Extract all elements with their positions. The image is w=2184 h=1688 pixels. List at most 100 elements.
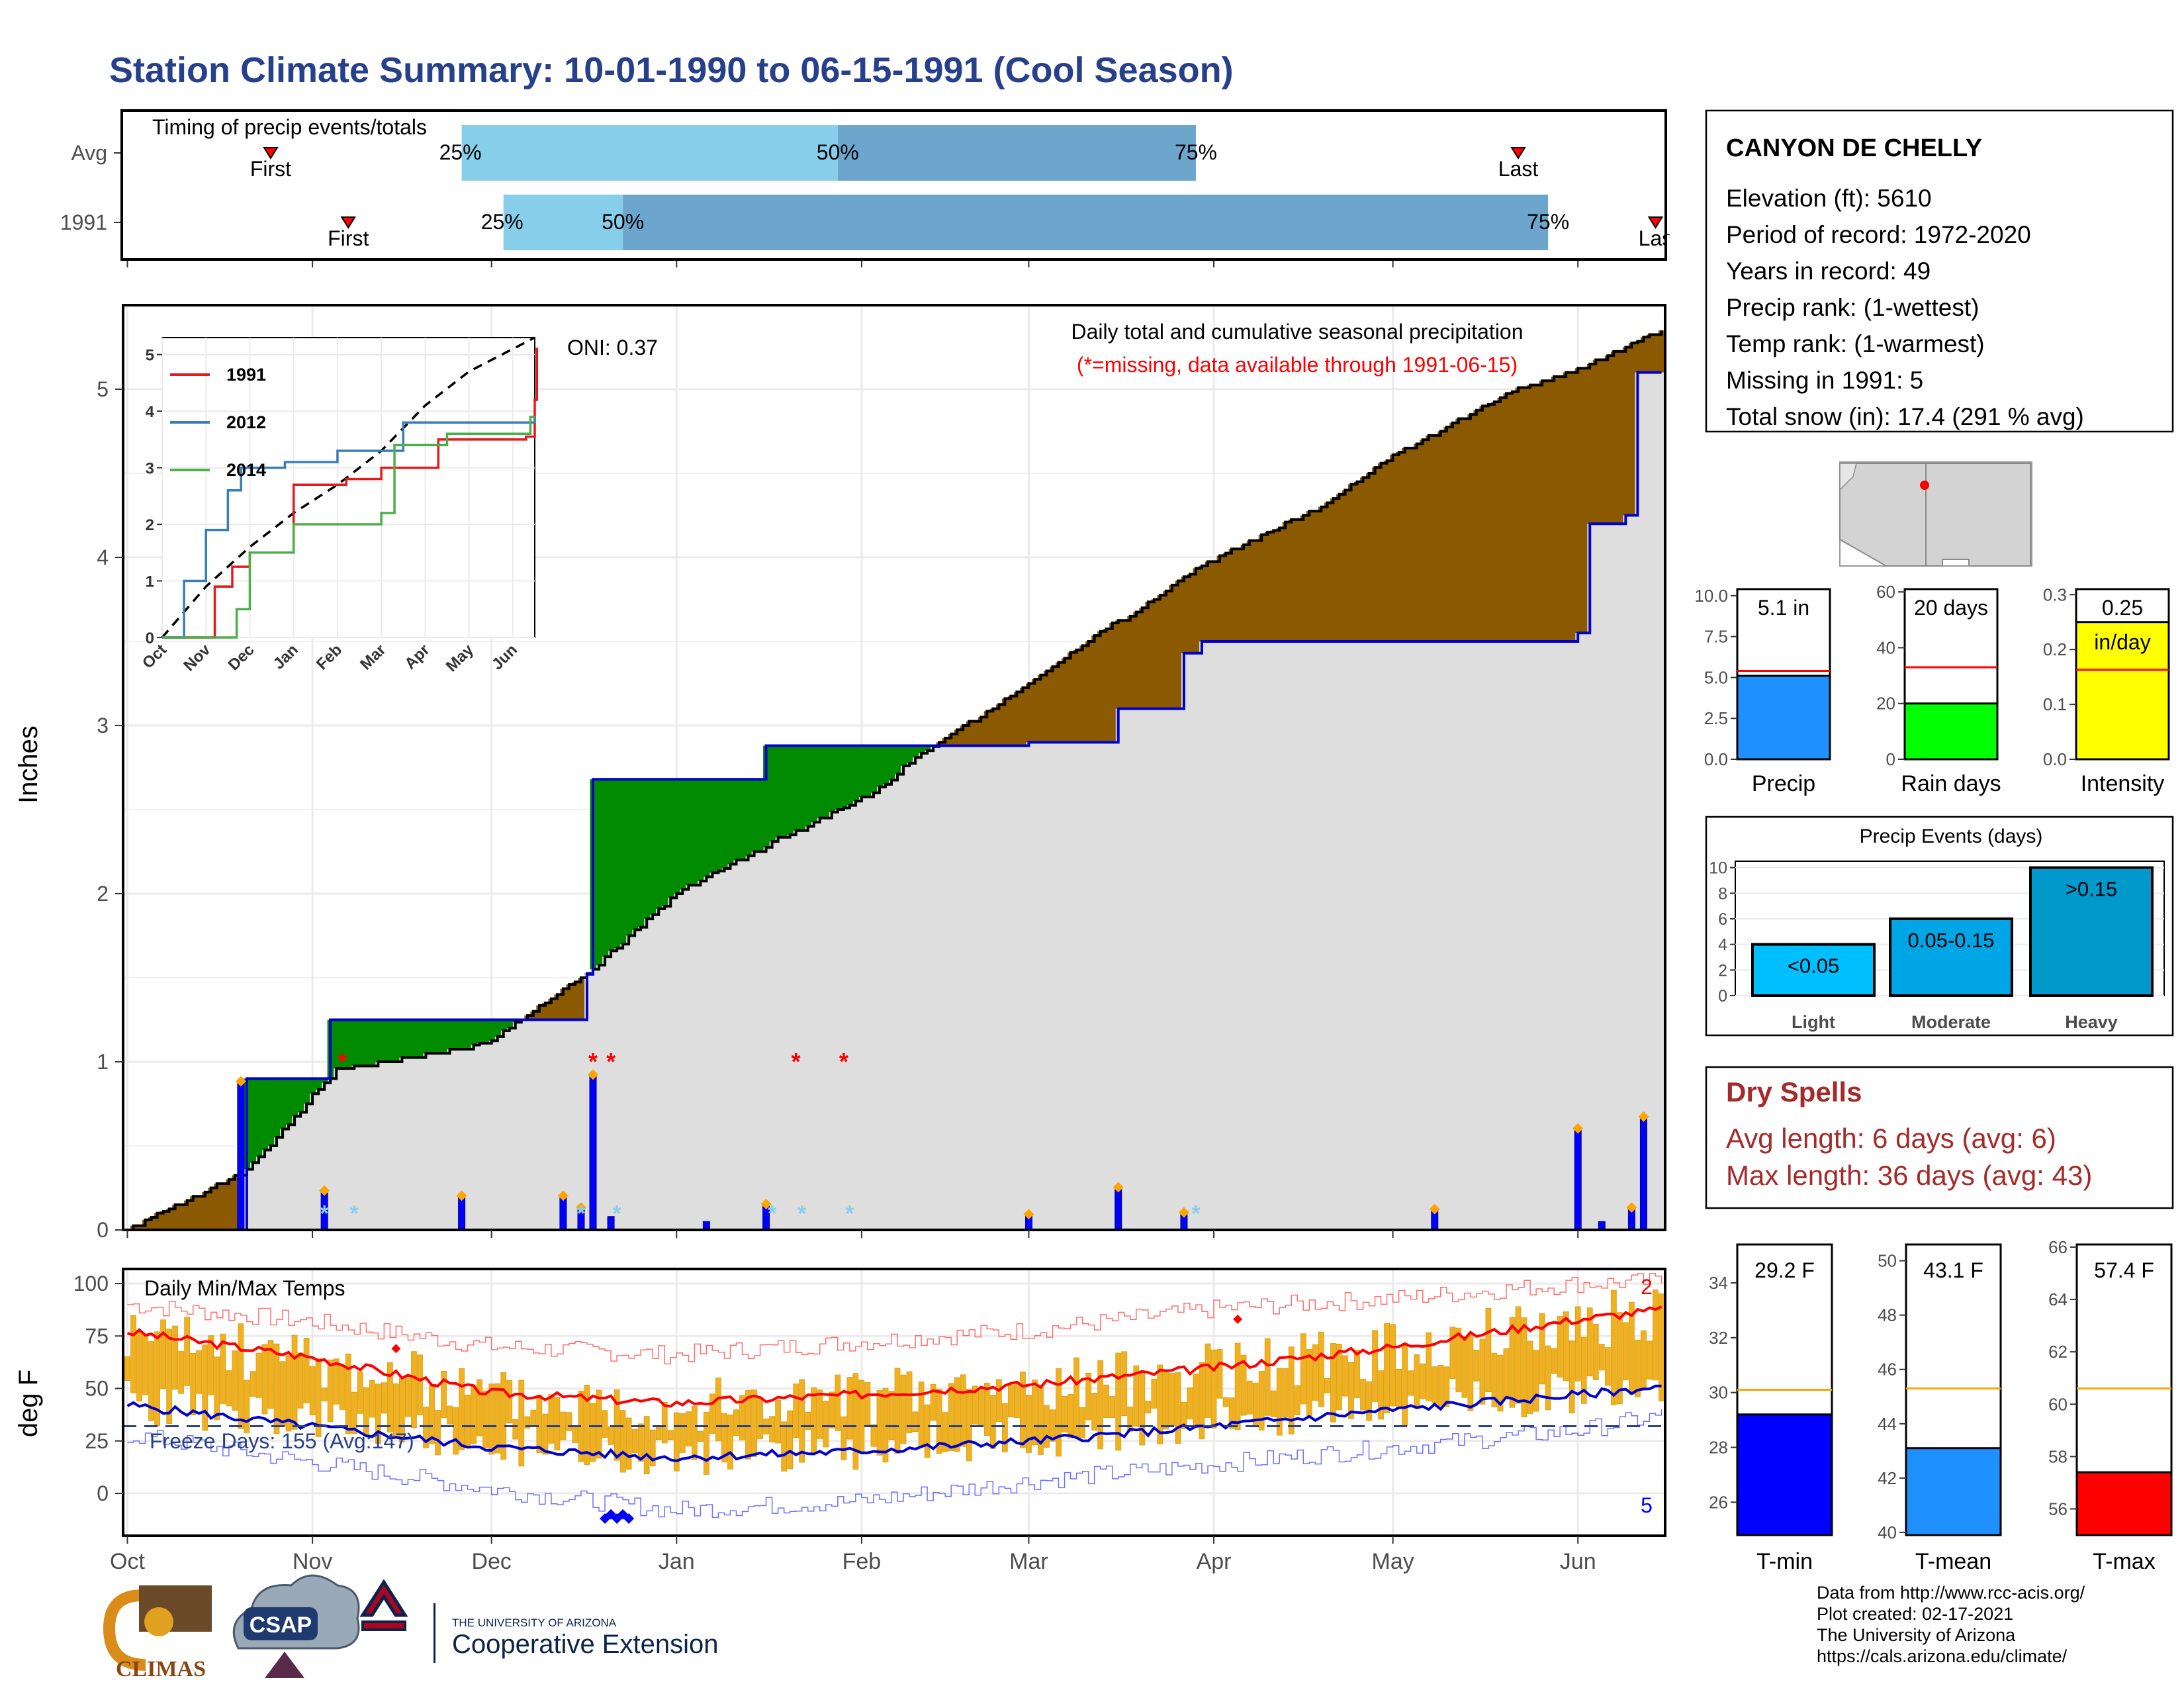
new-mexico-shape [1925,463,2031,567]
daily-temp-bar [1139,1370,1146,1446]
daily-temp-bar [494,1383,501,1454]
events-category: Light [1792,1012,1835,1032]
ua-logo: THE UNIVERSITY OF ARIZONA Cooperative Ex… [359,1579,718,1663]
daily-temp-bar [1163,1370,1169,1430]
daily-temp-bar [1175,1372,1181,1444]
daily-temp-bar [124,1356,130,1381]
daily-temp-bar [488,1383,495,1455]
daily-temp-bar [930,1383,936,1421]
daily-temp-bar [978,1389,984,1427]
daily-temp-bar [369,1380,375,1418]
events-category: Heavy [2065,1012,2118,1032]
daily-temp-bar [465,1394,471,1446]
daily-temp-bar [942,1412,948,1452]
daily-precip-bar [589,1074,597,1231]
daily-temp-bar [327,1359,334,1422]
daily-temp-bar [142,1334,148,1395]
daily-temp-bar [548,1394,555,1444]
summary-y-tick-label: 60 [1876,582,1895,602]
daily-temp-bar [1246,1380,1253,1415]
temp-summary-y-tick-label: 40 [1878,1523,1897,1542]
daily-temp-bar [554,1397,561,1451]
daily-temp-bar [220,1333,226,1404]
events-bar [2029,866,2154,997]
csap-badge [244,1607,318,1640]
summary-y-tick-label: 0.1 [2043,694,2067,714]
daily-temp-bar [900,1374,907,1444]
daily-temp-bar [691,1405,698,1460]
daily-temp-bar [751,1389,757,1457]
daily-temp-bar [1324,1378,1330,1393]
daily-temp-bar [1026,1395,1032,1453]
daily-temp-bar [357,1371,363,1414]
first-event-marker [340,216,357,229]
daily-temp-bar [775,1399,782,1444]
pct-label-25: 25% [439,140,482,164]
daily-temp-bar [1068,1394,1073,1438]
snow-event-marker [557,1190,569,1201]
daily-temp-bar [453,1407,459,1455]
daily-temp-bar [1420,1363,1426,1399]
daily-temp-bar [1551,1348,1557,1374]
daily-temp-bar [524,1416,531,1429]
record-high-marker [391,1344,401,1354]
daily-precip-bar [559,1196,567,1231]
missing-data-marker: * [606,1048,615,1075]
daily-temp-bar [1384,1323,1390,1413]
daily-temp-bar [1312,1344,1318,1401]
climas-text: CLIMAS [116,1657,206,1681]
station-name: CANYON DE CHELLY [1726,134,1982,162]
inset-y-tick-label: 4 [146,403,155,421]
daily-temp-bar [166,1329,173,1424]
daily-temp-bar [1580,1336,1587,1404]
events-bar-label: >0.15 [2066,878,2117,901]
daily-temp-bar [1449,1327,1456,1380]
daily-temp-bar [1635,1339,1641,1397]
summary-y-tick-label: 0.0 [2043,749,2067,769]
daily-temp-bar [1414,1354,1420,1409]
temp-summary-y-tick-label: 28 [1709,1437,1728,1457]
daily-temp-bar [506,1380,513,1424]
daily-temp-bar [1563,1311,1569,1382]
daily-temp-bar [285,1354,292,1432]
daily-temp-bar [805,1411,811,1430]
temp-summary-value: 57.4 F [2094,1258,2154,1282]
daily-temp-bar [238,1323,244,1429]
daily-temp-bar [637,1423,644,1462]
daily-temp-bar [655,1427,662,1440]
last-event-marker [1510,147,1526,160]
daily-temp-bar [1366,1381,1372,1421]
summary-y-tick-label: 7.5 [1704,627,1728,647]
daily-temp-bar [387,1362,393,1432]
daily-temp-bar [882,1387,889,1463]
daily-temp-bar [1342,1355,1348,1397]
daily-temp-bar [948,1383,954,1451]
csap-text: CSAP [250,1613,312,1638]
daily-temp-bar [1586,1307,1593,1377]
x-month-label: Dec [471,1549,511,1574]
info-missing: Missing in 1991: 5 [1726,367,1923,394]
temp-summary-name: T-mean [1915,1549,1991,1574]
precip-deficit-area [130,330,1665,1231]
precip-average-line [127,330,1663,1231]
temp-summary-y-tick-label: 62 [2048,1342,2068,1362]
timing-title: Timing of precip events/totals [152,115,427,139]
daily-temp-bar [441,1370,447,1419]
daily-temp-bar [1533,1350,1539,1412]
daily-temp-bar [1443,1366,1450,1407]
temp-summary-name: T-min [1756,1549,1813,1574]
events-y-tick-label: 6 [1718,910,1727,929]
daily-temp-bar [1222,1397,1229,1407]
csap-mountain [265,1652,304,1678]
daily-temp-bar [1032,1380,1038,1446]
daily-temp-bar [190,1353,197,1416]
daily-temp-bar [267,1340,274,1409]
daily-temp-bar [244,1380,250,1433]
daily-temp-bar [614,1389,620,1461]
daily-temp-bar [471,1385,477,1444]
daily-temp-bar [1539,1313,1545,1385]
events-y-tick-label: 4 [1718,936,1727,955]
daily-temp-bar [1610,1289,1617,1405]
daily-precip-bar [1639,1117,1647,1231]
daily-temp-bar [876,1389,883,1456]
